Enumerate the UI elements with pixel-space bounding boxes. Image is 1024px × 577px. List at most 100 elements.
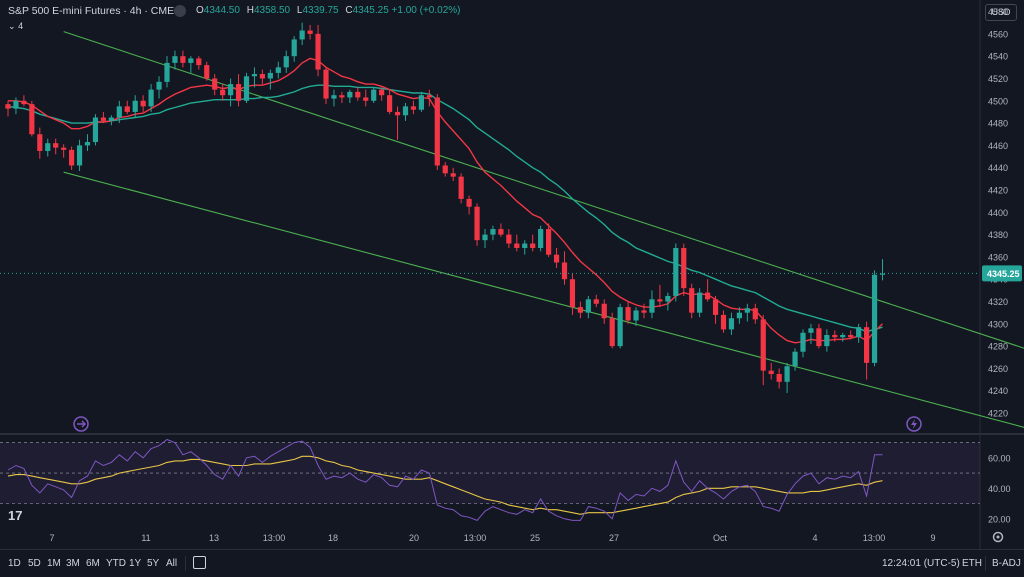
candle-body: [776, 374, 782, 382]
candle-body: [538, 229, 544, 248]
last-price-text: 4345.25: [987, 269, 1020, 279]
time-tick-label: 20: [409, 533, 419, 543]
replay-icon[interactable]: [73, 416, 89, 432]
ohlc-low-value: 4339.75: [302, 5, 339, 16]
gear-icon[interactable]: [992, 531, 1004, 543]
candle-body: [625, 307, 631, 321]
price-tick-label: 4420: [988, 186, 1008, 196]
candle-body: [879, 273, 886, 275]
candle-body: [100, 117, 106, 121]
candle-body: [832, 334, 838, 338]
last-price-badge: [982, 265, 1022, 282]
candle-body: [29, 104, 35, 135]
candle-body: [585, 299, 591, 313]
currency-selector[interactable]: USD: [985, 4, 1017, 21]
candle-body: [116, 106, 122, 118]
trendlines[interactable]: [63, 31, 1024, 432]
rsi-tick-label: 20.00: [988, 514, 1011, 524]
candle-body: [864, 327, 870, 363]
candle-body: [760, 319, 766, 371]
calendar-icon[interactable]: [193, 556, 206, 569]
price-tick-label: 4580: [988, 7, 1008, 17]
time-tick-label: 18: [328, 533, 338, 543]
candle-body: [752, 308, 758, 320]
price-chart[interactable]: 4220424042604280430043204340436043804400…: [0, 0, 1024, 549]
candle-body: [720, 314, 727, 330]
symbol-title[interactable]: S&P 500 E-mini Futures · 4h · CME: [8, 5, 175, 17]
candle-body: [379, 89, 385, 96]
timeframe-1d[interactable]: 1D: [8, 558, 21, 569]
rsi-tick-label: 60.00: [988, 453, 1011, 463]
timeframe-all[interactable]: All: [166, 558, 178, 569]
price-tick-label: 4520: [988, 74, 1008, 84]
trendline: [63, 171, 1024, 428]
candle-body: [132, 100, 138, 112]
timeframe-1m[interactable]: 1M: [47, 558, 61, 569]
candle-body: [673, 247, 679, 296]
price-tick-label: 4540: [988, 52, 1008, 62]
chevron-down-icon: ⌄: [8, 21, 16, 31]
adjustment-toggle[interactable]: B-ADJ: [992, 558, 1021, 569]
candle-body: [172, 56, 178, 63]
timeframe-5d[interactable]: 5D: [28, 558, 41, 569]
candle-body: [498, 229, 504, 235]
toolbar-divider: [185, 556, 186, 571]
candle-body: [148, 89, 154, 107]
candle-body: [728, 318, 735, 330]
candle-body: [697, 292, 703, 313]
lightning-icon[interactable]: [906, 416, 922, 432]
price-tick-label: 4380: [988, 230, 1008, 240]
rsi-ma-line: [7, 455, 883, 515]
time-axis[interactable]: 7 11 13 13:00 18 20 13:00 25 27 Oct 4 13:00 9: [49, 533, 935, 543]
candle-body: [418, 95, 424, 110]
rsi-band-fill: [0, 442, 980, 504]
eye-icon[interactable]: [174, 5, 186, 17]
candle-body: [37, 134, 43, 151]
candle-body: [617, 307, 623, 347]
session-toggle[interactable]: ETH: [962, 558, 982, 569]
timeframe-6m[interactable]: 6M: [86, 558, 100, 569]
candle-body: [792, 351, 798, 367]
rsi-band: [0, 442, 980, 504]
price-tick-label: 4300: [988, 319, 1008, 329]
candle-body: [784, 366, 790, 382]
candle-body: [546, 229, 552, 255]
candle-body: [283, 56, 289, 68]
ohlc-high-key: H: [246, 5, 254, 16]
candle-body: [387, 95, 393, 112]
time-tick-label: 13:00: [863, 533, 886, 543]
tradingview-logo-icon[interactable]: 17: [8, 508, 22, 523]
candle-body: [331, 95, 337, 99]
candle-body: [705, 292, 711, 300]
candle-body: [824, 334, 830, 347]
candle-body: [355, 91, 361, 98]
clock-readout[interactable]: 12:24:01 (UTC-5): [882, 558, 960, 569]
chart-header: S&P 500 E-mini Futures · 4h · CME O4344.…: [0, 0, 1024, 34]
price-tick-label: 4560: [988, 29, 1008, 39]
timeframe-1y[interactable]: 1Y: [129, 558, 142, 569]
indicator-toggle[interactable]: ⌄ 4: [8, 21, 23, 32]
ma-slow-line: [7, 84, 883, 333]
candle-body: [657, 299, 663, 302]
candle-body: [808, 328, 814, 333]
rsi-line: [7, 438, 883, 521]
candle-body: [291, 39, 297, 57]
price-axis[interactable]: 4220424042604280430043204340436043804400…: [988, 7, 1008, 418]
candle-body: [466, 198, 472, 207]
timeframe-ytd[interactable]: YTD: [106, 558, 126, 569]
candle-body: [92, 117, 99, 143]
candle-body: [848, 334, 854, 338]
timeframe-3m[interactable]: 3M: [66, 558, 80, 569]
candle-body: [641, 310, 647, 313]
candle-body: [323, 69, 329, 99]
indicator-count: 4: [18, 21, 24, 31]
candle-body: [561, 262, 568, 280]
candle-body: [768, 370, 774, 375]
candle-body: [251, 74, 258, 77]
bottom-toolbar: 1D 5D 1M 3M 6M YTD 1Y 5Y All 12:24:01 (U…: [0, 549, 1024, 577]
candle-body: [569, 279, 576, 308]
candle-body: [156, 81, 162, 90]
ohlc-high-value: 4358.50: [253, 5, 291, 16]
timeframe-5y[interactable]: 5Y: [147, 558, 160, 569]
candle-body: [450, 173, 456, 177]
